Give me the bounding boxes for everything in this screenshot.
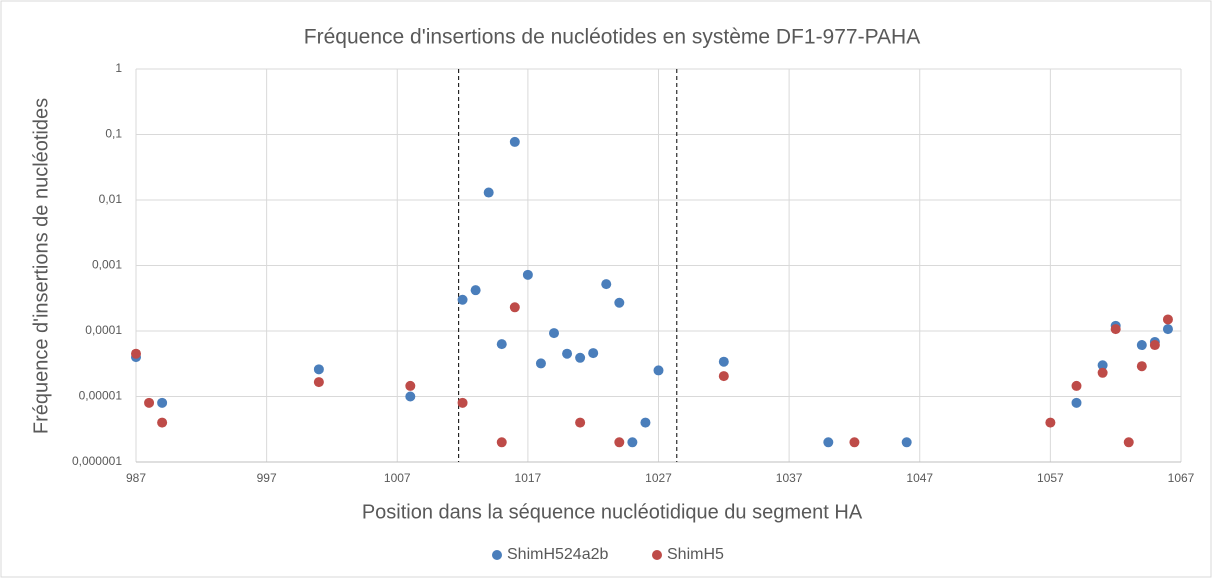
y-tick-label: 0,1 bbox=[105, 127, 122, 141]
point bbox=[157, 417, 168, 428]
point bbox=[1162, 324, 1173, 335]
y-tick-label: 0,00001 bbox=[79, 389, 123, 403]
point bbox=[601, 279, 612, 290]
x-axis-label: Position dans la séquence nucléotidique … bbox=[362, 501, 863, 523]
point bbox=[1136, 361, 1147, 372]
point bbox=[1097, 367, 1108, 378]
point bbox=[849, 437, 860, 448]
point bbox=[509, 136, 520, 147]
point bbox=[157, 397, 168, 408]
point bbox=[575, 352, 586, 363]
point bbox=[1162, 314, 1173, 325]
x-tick-label: 1067 bbox=[1168, 471, 1195, 485]
point bbox=[718, 356, 729, 367]
point bbox=[718, 371, 729, 382]
point bbox=[1071, 380, 1082, 391]
point bbox=[405, 391, 416, 402]
point bbox=[1136, 340, 1147, 351]
point bbox=[562, 348, 573, 359]
y-tick-label: 0,000001 bbox=[72, 454, 122, 468]
point bbox=[901, 437, 912, 448]
x-tick-label: 997 bbox=[257, 471, 277, 485]
point bbox=[131, 348, 141, 359]
point bbox=[575, 417, 586, 428]
point bbox=[457, 294, 468, 305]
point bbox=[653, 365, 664, 376]
point bbox=[535, 358, 546, 369]
x-tick-label: 1027 bbox=[645, 471, 672, 485]
y-tick-label: 0,0001 bbox=[85, 323, 122, 337]
point bbox=[457, 397, 468, 408]
legend-marker bbox=[652, 550, 662, 560]
point bbox=[1123, 437, 1134, 448]
x-tick-label: 1047 bbox=[906, 471, 933, 485]
x-tick-label: 1017 bbox=[515, 471, 542, 485]
x-tick-label: 1057 bbox=[1037, 471, 1064, 485]
point bbox=[144, 397, 155, 408]
legend-label: ShimH5 bbox=[667, 546, 724, 563]
y-tick-label: 1 bbox=[115, 61, 122, 75]
point bbox=[627, 437, 638, 448]
point bbox=[1045, 417, 1056, 428]
point bbox=[1110, 324, 1121, 335]
point bbox=[1149, 340, 1160, 351]
x-tick-label: 1037 bbox=[776, 471, 803, 485]
point bbox=[496, 339, 507, 350]
point bbox=[405, 380, 416, 391]
point bbox=[823, 437, 834, 448]
point bbox=[640, 417, 651, 428]
point bbox=[1071, 397, 1082, 408]
point bbox=[496, 437, 507, 448]
point bbox=[614, 437, 625, 448]
point bbox=[509, 302, 520, 313]
y-tick-label: 0,001 bbox=[92, 258, 122, 272]
point bbox=[614, 297, 625, 308]
point bbox=[522, 269, 533, 280]
legend-marker bbox=[492, 550, 502, 560]
x-tick-label: 1007 bbox=[384, 471, 411, 485]
point bbox=[483, 187, 494, 198]
legend-label: ShimH524a2b bbox=[507, 546, 609, 563]
point bbox=[470, 285, 481, 296]
x-tick-label: 987 bbox=[126, 471, 146, 485]
point bbox=[588, 348, 599, 359]
point bbox=[313, 377, 324, 388]
y-axis-label: Fréquence d'insertions de nucléotides bbox=[30, 98, 52, 434]
point bbox=[1097, 360, 1108, 371]
point bbox=[313, 364, 324, 375]
point bbox=[549, 328, 559, 339]
chart-title: Fréquence d'insertions de nucléotides en… bbox=[304, 26, 920, 49]
y-tick-label: 0,01 bbox=[99, 192, 123, 206]
